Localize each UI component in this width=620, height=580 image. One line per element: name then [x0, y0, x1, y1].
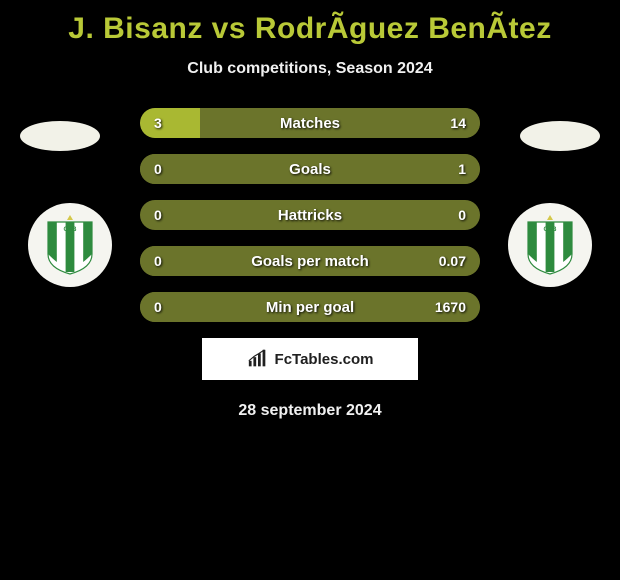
brand-badge: FcTables.com — [202, 338, 418, 380]
content-area: CAB CAB 3Matches140Goals10Hattricks00Goa… — [0, 108, 620, 420]
club-crest-right: CAB — [508, 203, 592, 287]
stat-value-right: 0.07 — [439, 253, 466, 269]
club-crest-left: CAB — [28, 203, 112, 287]
stat-row-goals-per-match: 0Goals per match0.07 — [140, 246, 480, 276]
brand-text: FcTables.com — [275, 351, 374, 368]
stat-label: Matches — [140, 115, 480, 132]
stat-row-goals: 0Goals1 — [140, 154, 480, 184]
stat-row-min-per-goal: 0Min per goal1670 — [140, 292, 480, 322]
stat-value-right: 0 — [458, 207, 466, 223]
stat-label: Min per goal — [140, 299, 480, 316]
stat-label: Goals per match — [140, 253, 480, 270]
page-title: J. Bisanz vs RodrÃ­guez BenÃ­tez — [0, 0, 620, 46]
stat-label: Goals — [140, 161, 480, 178]
page-subtitle: Club competitions, Season 2024 — [0, 60, 620, 78]
stat-label: Hattricks — [140, 207, 480, 224]
flag-left — [20, 121, 100, 151]
crest-label: CAB — [544, 227, 558, 233]
stat-value-right: 1 — [458, 161, 466, 177]
comparison-card: J. Bisanz vs RodrÃ­guez BenÃ­tez Club co… — [0, 0, 620, 420]
date-label: 28 september 2024 — [0, 402, 620, 420]
shield-icon: CAB — [524, 214, 576, 276]
bar-chart-icon — [247, 348, 269, 370]
stat-rows: 3Matches140Goals10Hattricks00Goals per m… — [140, 108, 480, 322]
flag-right — [520, 121, 600, 151]
stat-value-right: 1670 — [435, 299, 466, 315]
shield-icon: CAB — [44, 214, 96, 276]
crest-label: CAB — [64, 227, 78, 233]
stat-row-hattricks: 0Hattricks0 — [140, 200, 480, 230]
stat-value-right: 14 — [450, 115, 466, 131]
stat-row-matches: 3Matches14 — [140, 108, 480, 138]
